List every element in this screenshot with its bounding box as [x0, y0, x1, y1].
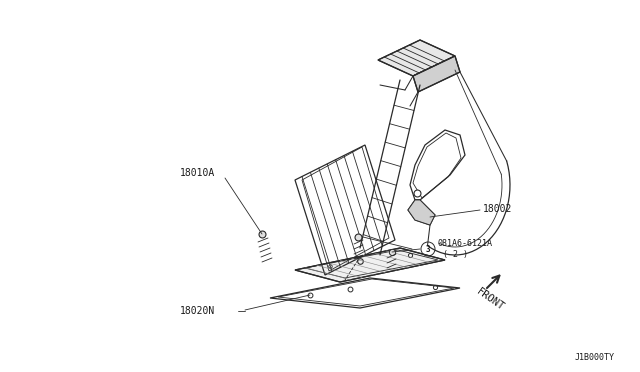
Text: 18020N: 18020N	[180, 306, 215, 316]
Text: 081A6-6121A: 081A6-6121A	[438, 240, 493, 248]
Text: J1B000TY: J1B000TY	[575, 353, 615, 362]
Polygon shape	[408, 200, 435, 225]
Polygon shape	[295, 248, 445, 282]
Text: FRONT: FRONT	[475, 287, 506, 313]
Text: ( 2 ): ( 2 )	[443, 250, 468, 260]
Text: 18010A: 18010A	[180, 168, 215, 178]
Text: 3: 3	[426, 244, 430, 253]
Polygon shape	[413, 56, 460, 92]
Polygon shape	[378, 40, 455, 76]
Text: 18002: 18002	[483, 204, 513, 214]
